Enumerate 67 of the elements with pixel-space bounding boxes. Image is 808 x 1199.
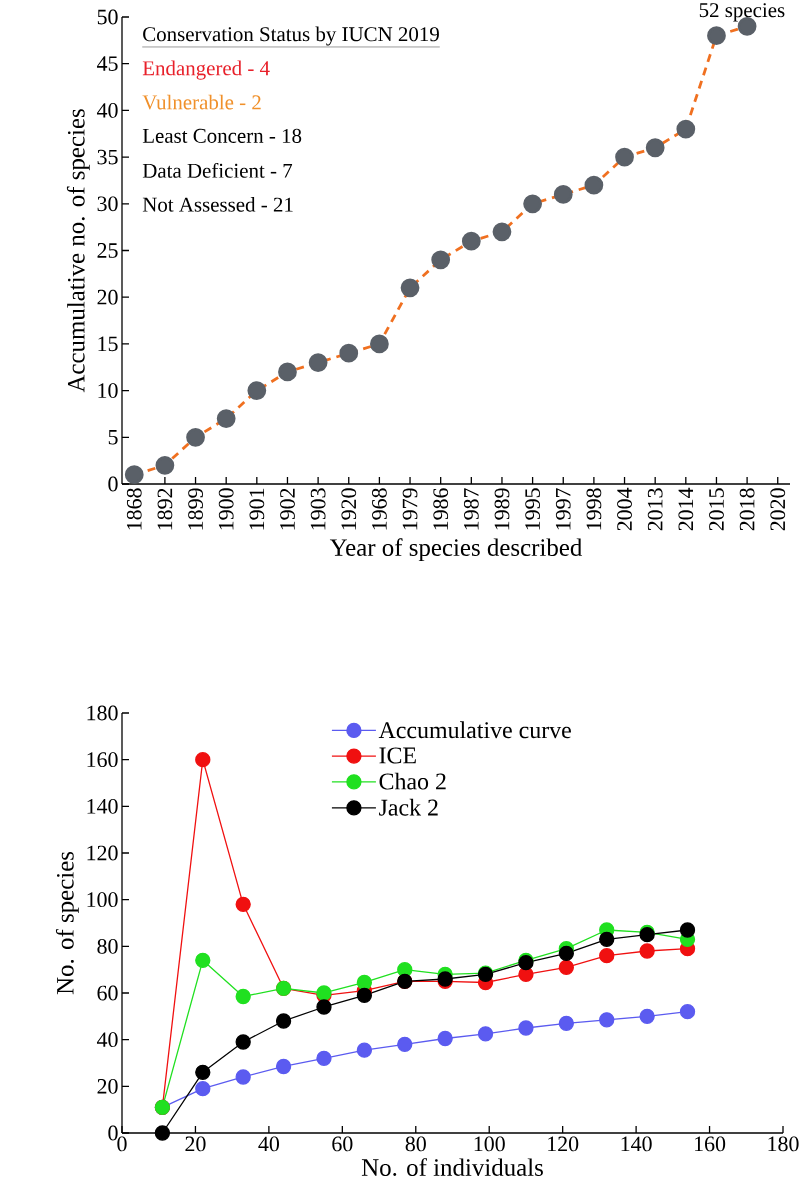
x-tick-label: 2018 bbox=[739, 488, 755, 531]
y-tick-label: 35 bbox=[97, 149, 118, 165]
x-axis-title: No. of individuals bbox=[361, 1158, 543, 1177]
x-tick-label: 2004 bbox=[617, 487, 632, 531]
x-tick-label: 1902 bbox=[280, 488, 295, 530]
x-tick-label: 1997 bbox=[555, 488, 571, 530]
x-tick-label: 1903 bbox=[310, 488, 326, 530]
annotation: Data Deficient - 7 bbox=[142, 162, 293, 178]
annotation: Least Concern - 18 bbox=[142, 128, 302, 143]
y-tick-label: 45 bbox=[96, 56, 118, 72]
x-tick-label: 1899 bbox=[188, 488, 203, 530]
annotation: Endangered - 4 bbox=[142, 60, 270, 80]
y-tick-label: 40 bbox=[96, 1032, 118, 1048]
x-tick-label: 2014 bbox=[678, 487, 694, 531]
y-axis-title: Accumulative no. of species bbox=[66, 109, 90, 393]
x-axis-title: Year of species described bbox=[329, 538, 583, 562]
x-tick-label: 2020 bbox=[770, 488, 786, 531]
y-tick-label: 15 bbox=[98, 336, 118, 352]
legend-label: Accumulative curve bbox=[378, 721, 571, 739]
annotation: Conservation Status by IUCN 2019 bbox=[143, 26, 439, 46]
x-tick-label: 120 bbox=[548, 1136, 579, 1152]
y-tick-label: 120 bbox=[87, 845, 118, 861]
x-tick-label: 1920 bbox=[341, 488, 357, 530]
legend-label: Jack 2 bbox=[379, 798, 438, 816]
x-tick-label: 180 bbox=[768, 1136, 799, 1152]
x-tick-label: 1892 bbox=[157, 488, 173, 530]
y-tick-label: 20 bbox=[97, 289, 118, 305]
x-tick-label: 140 bbox=[621, 1136, 652, 1152]
x-tick-label: 2015 bbox=[709, 488, 724, 531]
annotation: 52 species bbox=[699, 3, 785, 22]
y-tick-label: 180 bbox=[87, 705, 118, 721]
y-tick-label: 0 bbox=[108, 1125, 118, 1141]
annotation: Not Assessed - 21 bbox=[142, 196, 293, 212]
legend-label: ICE bbox=[379, 747, 416, 764]
x-tick-label: 1995 bbox=[525, 488, 540, 530]
x-tick-label: 40 bbox=[258, 1136, 280, 1152]
x-tick-label: 2013 bbox=[647, 488, 663, 531]
y-tick-label: 20 bbox=[97, 1078, 118, 1094]
y-tick-label: 30 bbox=[97, 196, 118, 212]
y-tick-label: 80 bbox=[97, 938, 118, 954]
y-tick-label: 50 bbox=[97, 9, 118, 25]
x-tick-label: 160 bbox=[695, 1136, 726, 1152]
y-tick-label: 100 bbox=[87, 892, 118, 908]
y-tick-label: 40 bbox=[96, 102, 118, 118]
annotation: Vulnerable - 2 bbox=[142, 94, 261, 110]
y-tick-label: 10 bbox=[98, 383, 118, 398]
x-tick-label: 60 bbox=[332, 1136, 353, 1152]
x-tick-label: 1979 bbox=[402, 488, 418, 530]
x-tick-label: 1900 bbox=[218, 488, 234, 530]
x-tick-label: 20 bbox=[185, 1136, 206, 1152]
x-tick-label: 1868 bbox=[126, 488, 142, 530]
x-tick-label: 1901 bbox=[249, 488, 265, 530]
y-tick-label: 25 bbox=[97, 243, 118, 258]
y-tick-label: 60 bbox=[97, 985, 118, 1001]
legend-label: Chao 2 bbox=[379, 772, 446, 790]
x-tick-label: 80 bbox=[405, 1136, 426, 1152]
y-tick-label: 0 bbox=[108, 476, 118, 492]
x-tick-label: 100 bbox=[474, 1136, 505, 1152]
y-tick-label: 5 bbox=[108, 430, 118, 445]
x-tick-label: 1968 bbox=[372, 488, 387, 530]
x-tick-label: 1986 bbox=[433, 488, 449, 530]
y-tick-label: 140 bbox=[87, 798, 118, 814]
y-tick-label: 160 bbox=[87, 752, 118, 768]
y-axis-title: No. of species bbox=[55, 851, 79, 995]
x-tick-label: 1989 bbox=[494, 488, 510, 530]
x-tick-label: 1987 bbox=[463, 488, 479, 530]
x-tick-label: 1998 bbox=[586, 488, 602, 530]
